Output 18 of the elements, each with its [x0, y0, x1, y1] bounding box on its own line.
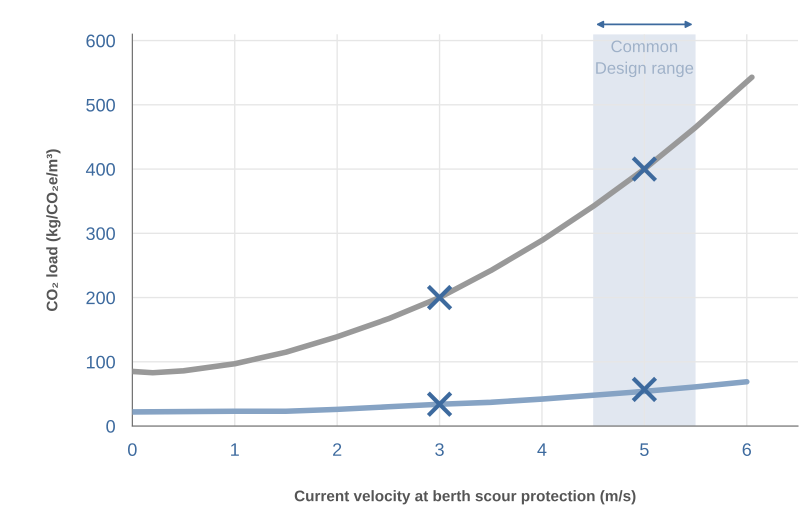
- x-tick-label: 6: [742, 443, 752, 456]
- y-tick-label: 500: [86, 98, 115, 112]
- y-tick-label: 600: [86, 34, 115, 48]
- x-tick-label: 0: [128, 443, 137, 456]
- x-tick-label: 5: [640, 443, 649, 456]
- x-tick-label: 4: [537, 443, 546, 456]
- band-label: Common Design range: [596, 40, 694, 78]
- y-tick-label: 200: [86, 292, 115, 304]
- y-tick-label: 100: [86, 356, 115, 369]
- x-axis-title: Current velocity at berth scour protection (m/s): [294, 490, 636, 504]
- y-tick-label: 0: [106, 420, 115, 433]
- x-tick-label: 1: [231, 443, 239, 456]
- x-tick-label: 2: [333, 443, 342, 456]
- y-axis-title: CO₂ load (kg/CO₂e/m³): [46, 149, 61, 311]
- y-tick-label: 400: [86, 163, 115, 176]
- point: [631, 376, 658, 403]
- y-tick-label: 300: [86, 227, 115, 240]
- x-tick-label: 3: [435, 443, 444, 456]
